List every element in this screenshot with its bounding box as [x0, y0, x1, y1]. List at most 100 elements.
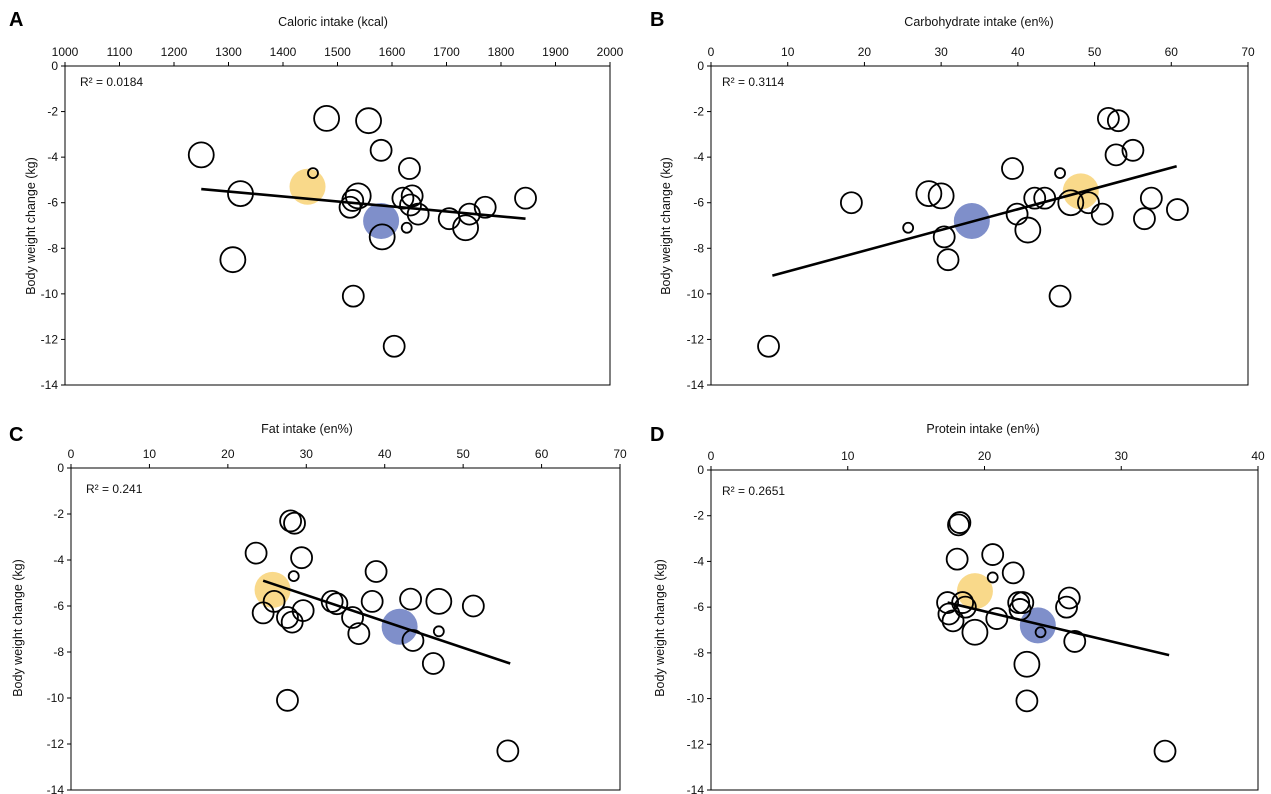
y-tick-label: -10 — [687, 692, 705, 706]
panel-c: C Fat intake (en%) Body weight change (k… — [9, 422, 627, 794]
x-tick-label: 30 — [1115, 449, 1129, 463]
data-point — [341, 606, 364, 629]
x-tick-label: 1500 — [324, 45, 351, 59]
data-point — [382, 334, 406, 358]
x-tick-label: 40 — [378, 447, 392, 461]
x-tick-label: 1200 — [161, 45, 188, 59]
data-point — [1001, 157, 1024, 180]
data-point — [325, 592, 349, 616]
x-ticks: 0 10 20 30 40 50 60 70 — [68, 447, 627, 468]
data-point — [948, 511, 972, 534]
data-point — [219, 246, 247, 274]
x-tick-label: 30 — [934, 45, 948, 59]
x-axis-title: Protein intake (en%) — [926, 422, 1039, 436]
data-point — [1054, 167, 1066, 179]
x-tick-label: 30 — [300, 447, 314, 461]
panel-b: B Carbohydrate intake (en%) Body weight … — [650, 9, 1255, 392]
y-tick-label: -14 — [687, 378, 705, 392]
data-point — [915, 180, 943, 208]
r-squared-annotation: R² = 0.241 — [86, 482, 143, 496]
data-point — [1057, 189, 1085, 217]
y-tick-label: -4 — [53, 553, 64, 567]
data-point — [1048, 284, 1072, 308]
x-tick-label: 60 — [535, 447, 549, 461]
data-point — [262, 590, 286, 613]
y-tick-label: -4 — [693, 554, 704, 568]
y-tick-label: -14 — [687, 783, 705, 794]
y-tick-label: -2 — [693, 105, 704, 119]
y-axis-title: Body weight change (kg) — [659, 157, 673, 295]
r-squared-annotation: R² = 0.3114 — [722, 75, 784, 89]
data-point — [1133, 207, 1156, 231]
x-tick-label: 1100 — [107, 45, 133, 59]
data-point — [187, 141, 215, 169]
data-point — [364, 560, 388, 583]
x-tick-label: 1300 — [215, 45, 242, 59]
y-tick-label: -14 — [47, 783, 65, 794]
data-point — [368, 223, 396, 251]
x-tick-label: 1900 — [542, 45, 569, 59]
y-tick-label: -12 — [687, 332, 705, 346]
x-tick-label: 0 — [68, 447, 75, 461]
data-point — [945, 547, 969, 571]
data-point — [341, 284, 365, 308]
data-point — [1106, 109, 1130, 133]
data-point — [1034, 626, 1047, 639]
y-ticks: 0 -2 -4 -6 -8 -10 -12 -14 — [41, 59, 65, 392]
data-point — [953, 595, 977, 619]
y-tick-label: -12 — [687, 737, 705, 751]
data-point — [280, 610, 304, 634]
data-point — [461, 594, 485, 618]
scatter-marks — [757, 107, 1189, 358]
y-tick-label: -4 — [47, 150, 58, 164]
data-point — [399, 193, 422, 217]
data-point — [341, 189, 365, 212]
data-point — [251, 601, 275, 625]
data-point — [473, 195, 497, 219]
data-point — [360, 590, 384, 613]
y-tick-label: -10 — [41, 287, 59, 301]
x-tick-label: 1600 — [379, 45, 406, 59]
data-point — [1023, 186, 1047, 210]
y-ticks: 0 -2 -4 -6 -8 -10 -12 -14 — [687, 463, 711, 794]
data-point — [291, 599, 315, 622]
x-tick-label: 50 — [456, 447, 470, 461]
y-tick-label: 0 — [51, 59, 58, 73]
highlight-marker — [956, 573, 993, 610]
data-point — [927, 182, 955, 210]
y-tick-label: -6 — [47, 196, 58, 210]
panel-d: D Protein intake (en%) Body weight chang… — [650, 422, 1265, 794]
data-point — [276, 688, 299, 712]
data-point — [986, 571, 999, 584]
y-tick-label: -10 — [47, 691, 65, 705]
x-tick-label: 10 — [143, 447, 157, 461]
y-tick-label: -6 — [693, 600, 704, 614]
panel-label: D — [650, 424, 664, 446]
y-tick-label: -2 — [47, 105, 58, 119]
panel-label: A — [9, 9, 23, 31]
x-tick-label: 1000 — [52, 45, 79, 59]
y-tick-label: -8 — [693, 646, 704, 660]
trend-line — [772, 165, 1177, 277]
data-point — [757, 334, 780, 358]
trend-line — [262, 579, 511, 665]
data-point — [425, 588, 453, 615]
x-tick-label: 10 — [841, 449, 855, 463]
data-point — [398, 157, 421, 180]
y-tick-label: -6 — [693, 196, 704, 210]
data-point — [947, 513, 970, 537]
data-point — [283, 511, 306, 535]
x-tick-label: 0 — [708, 449, 715, 463]
y-tick-label: -2 — [53, 507, 64, 521]
data-point — [1121, 138, 1145, 162]
y-tick-label: 0 — [697, 463, 704, 477]
y-tick-label: -8 — [47, 241, 58, 255]
x-tick-label: 20 — [978, 449, 992, 463]
x-tick-label: 0 — [708, 45, 715, 59]
data-point — [1055, 595, 1078, 619]
data-point — [902, 221, 915, 234]
y-ticks: 0 -2 -4 -6 -8 -10 -12 -14 — [47, 461, 71, 794]
data-point — [1104, 143, 1128, 167]
y-axis-title: Body weight change (kg) — [653, 559, 667, 697]
trend-line — [201, 187, 526, 220]
